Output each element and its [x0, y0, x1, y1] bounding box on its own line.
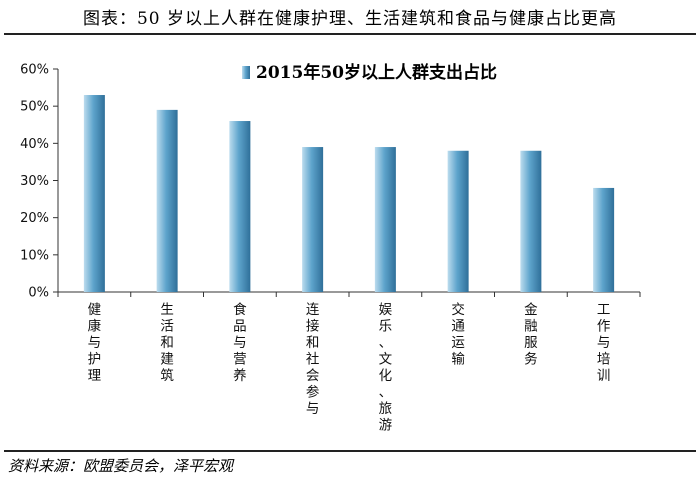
y-tick-label: 0% [28, 286, 49, 301]
y-tick-label: 30% [20, 174, 49, 189]
bar [520, 150, 542, 292]
bars [83, 95, 615, 293]
bar [229, 121, 251, 293]
bar [83, 95, 105, 292]
y-tick-label: 40% [20, 137, 49, 152]
source-note: 资料来源：欧盟委员会，泽平宏观 [8, 457, 234, 475]
y-tick-labels: 0% 10% 20% 30% 40% 50% 60% [20, 63, 49, 301]
x-category-label: 生活和建筑 [160, 302, 174, 384]
x-category-labels: 健康与护理 生活和建筑 食品与营养 连接和社会参与 娱乐、文化、旅游 交通运输 金融服务 工作… [88, 301, 611, 434]
bottom-rule [4, 450, 696, 452]
bar-chart: 2015年50岁以上人群支出占比 0% 10% 20% 30% 40% 50% 60% 健康… [20, 62, 641, 434]
x-category-label: 食品与营养 [233, 301, 247, 384]
top-rule [4, 33, 696, 35]
y-tick-label: 60% [20, 63, 49, 78]
axes [53, 68, 641, 297]
legend-label: 2015年50岁以上人群支出占比 [256, 62, 497, 83]
y-tick-label: 20% [20, 211, 49, 226]
bar [156, 109, 178, 292]
x-category-label: 交通运输 [451, 301, 465, 368]
x-category-label: 工作与培训 [597, 302, 611, 384]
bar [302, 147, 324, 292]
x-category-label: 连接和社会参与 [306, 302, 320, 417]
legend-swatch [242, 66, 250, 79]
figure-title: 图表：50 岁以上人群在健康护理、生活建筑和食品与健康占比更高 [82, 9, 618, 29]
x-category-label: 娱乐、文化、旅游 [379, 302, 393, 434]
bar [374, 147, 396, 292]
bar [447, 150, 469, 292]
y-tick-label: 10% [20, 248, 49, 263]
bar [593, 187, 615, 292]
legend: 2015年50岁以上人群支出占比 [242, 62, 497, 83]
x-category-label: 健康与护理 [88, 302, 102, 384]
x-category-label: 金融服务 [524, 302, 538, 368]
y-tick-label: 50% [20, 100, 49, 115]
